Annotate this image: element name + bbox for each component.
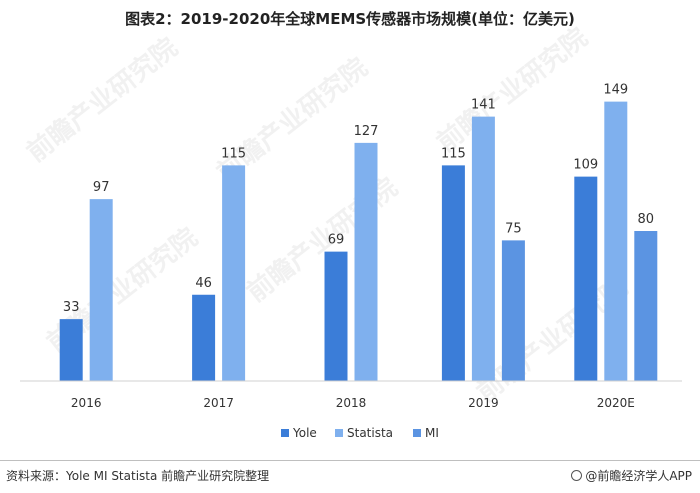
- bar-mi-2019: [501, 240, 525, 381]
- source-note: 资料来源：Yole MI Statista 前瞻产业研究院整理: [6, 469, 270, 483]
- data-label: 80: [638, 212, 655, 227]
- bar-statista-2018: [354, 142, 378, 381]
- bar-yole-2017: [192, 294, 216, 381]
- bar-yole-2020E: [574, 176, 598, 381]
- legend-swatch: [413, 429, 421, 437]
- legend-swatch: [335, 429, 343, 437]
- brand-label: @前瞻经济学人APP: [571, 467, 692, 484]
- data-label: 115: [441, 146, 466, 161]
- legend-swatch: [281, 429, 289, 437]
- bar-mi-2020E: [634, 231, 658, 381]
- legend-label: MI: [425, 426, 439, 440]
- brand-logo-icon: [571, 470, 583, 481]
- bar-chart: 33 97 2016 46 115 2017 69 127 2018 115 141 75 2019 10…: [20, 83, 682, 440]
- data-label: 33: [63, 300, 80, 315]
- x-tick-label: 2019: [468, 396, 499, 410]
- brand-text: @前瞻经济学人APP: [585, 469, 692, 483]
- bar-statista-2019: [471, 116, 495, 381]
- data-label: 109: [573, 158, 598, 173]
- x-tick-label: 2018: [336, 396, 367, 410]
- data-label: 141: [471, 98, 496, 113]
- data-label: 46: [195, 276, 212, 291]
- x-tick-label: 2020E: [597, 396, 635, 410]
- data-label: 75: [505, 221, 522, 236]
- data-label: 115: [221, 146, 246, 161]
- legend-label: Yole: [292, 426, 317, 440]
- bar-yole-2019: [441, 165, 465, 381]
- x-tick-label: 2016: [71, 396, 102, 410]
- x-tick-label: 2017: [203, 396, 234, 410]
- bar-statista-2017: [222, 165, 246, 381]
- data-label: 149: [603, 83, 628, 98]
- bar-yole-2018: [324, 251, 348, 381]
- bar-statista-2020E: [604, 101, 628, 381]
- data-label: 69: [328, 233, 345, 248]
- bar-statista-2016: [89, 199, 113, 381]
- footer-divider: [0, 460, 700, 461]
- data-label: 97: [93, 180, 110, 195]
- chart-title: 图表2：2019-2020年全球MEMS传感器市场规模(单位：亿美元): [125, 10, 575, 28]
- legend-label: Statista: [347, 426, 393, 440]
- bar-yole-2016: [59, 319, 83, 381]
- data-label: 127: [354, 124, 379, 139]
